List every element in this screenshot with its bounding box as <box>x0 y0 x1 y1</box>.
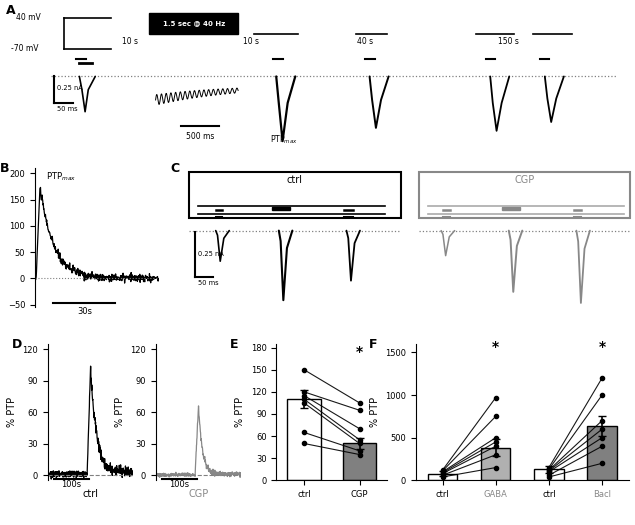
Y-axis label: % PTP: % PTP <box>370 397 380 427</box>
Text: ctrl: ctrl <box>286 175 303 185</box>
Text: 1.5 sec @ 40 Hz: 1.5 sec @ 40 Hz <box>163 20 225 27</box>
Text: E: E <box>230 339 238 351</box>
Text: B: B <box>0 162 10 175</box>
Text: 500 ms: 500 ms <box>186 132 214 141</box>
Text: PTP$_{max}$: PTP$_{max}$ <box>270 133 298 145</box>
Text: PTP$_{max}$: PTP$_{max}$ <box>46 171 76 183</box>
Bar <box>534 469 563 480</box>
Text: F: F <box>369 339 378 351</box>
Bar <box>587 426 617 480</box>
Y-axis label: % PTP: % PTP <box>114 397 124 427</box>
Bar <box>149 13 238 34</box>
Text: 30s: 30s <box>77 307 92 316</box>
Y-axis label: % PTP: % PTP <box>6 397 17 427</box>
Bar <box>428 474 457 480</box>
Text: 50 ms: 50 ms <box>197 280 218 287</box>
Text: D: D <box>11 339 22 351</box>
Text: CGP: CGP <box>189 489 208 499</box>
Bar <box>272 207 290 211</box>
Text: -70 mV: -70 mV <box>11 44 39 53</box>
Text: 50 ms: 50 ms <box>57 106 77 112</box>
Text: 100s: 100s <box>62 480 82 489</box>
Bar <box>502 207 520 211</box>
Text: 0.25 nA: 0.25 nA <box>57 85 83 91</box>
Text: 10 s: 10 s <box>122 37 138 46</box>
Text: 150 s: 150 s <box>498 37 518 46</box>
Text: *: * <box>599 340 606 354</box>
Text: *: * <box>492 340 499 354</box>
Text: C: C <box>171 162 180 175</box>
Text: A: A <box>6 4 16 17</box>
Text: 40 mV: 40 mV <box>16 13 41 22</box>
Text: CGP: CGP <box>514 175 535 185</box>
Bar <box>481 448 511 480</box>
Text: 0.25 nA: 0.25 nA <box>197 251 224 257</box>
Text: ctrl: ctrl <box>83 489 98 499</box>
Y-axis label: % PTP: % PTP <box>0 223 2 253</box>
Text: 40 s: 40 s <box>357 37 373 46</box>
Text: 10 s: 10 s <box>243 37 259 46</box>
Bar <box>288 399 321 480</box>
Text: *: * <box>356 344 363 359</box>
Bar <box>343 444 376 480</box>
Y-axis label: % PTP: % PTP <box>235 397 245 427</box>
Text: 100s: 100s <box>170 480 190 489</box>
